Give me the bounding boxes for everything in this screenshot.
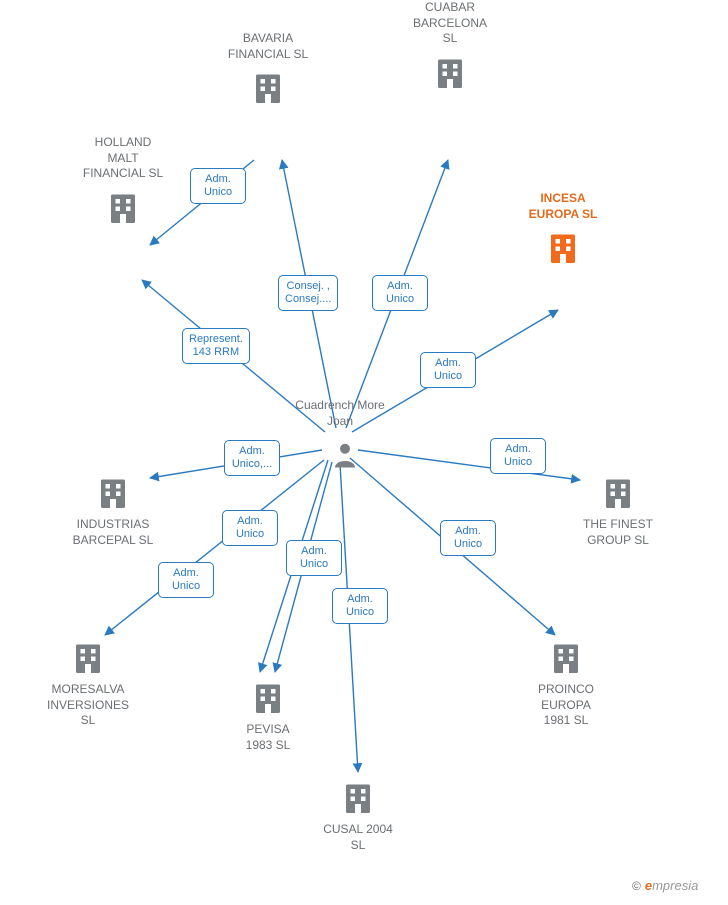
company-label: INDUSTRIAS BARCEPAL SL bbox=[53, 517, 173, 548]
building-icon bbox=[346, 785, 370, 814]
edge-label: Adm. Unico,... bbox=[224, 440, 280, 476]
company-node: INDUSTRIAS BARCEPAL SL bbox=[53, 513, 173, 548]
building-icon bbox=[438, 60, 462, 89]
edge-label: Adm. Unico bbox=[286, 540, 342, 576]
edge-label: Adm. Unico bbox=[190, 168, 246, 204]
company-node: CUSAL 2004 SL bbox=[298, 818, 418, 853]
center-person-label: Cuadrench More Joan bbox=[290, 398, 390, 429]
edge-label: Adm. Unico bbox=[420, 352, 476, 388]
edge-label: Adm. Unico bbox=[158, 562, 214, 598]
company-node: MORESALVA INVERSIONES SL bbox=[28, 678, 148, 729]
building-icon bbox=[111, 195, 135, 224]
building-icon bbox=[554, 645, 578, 674]
edge-label: Adm. Unico bbox=[222, 510, 278, 546]
person-icon bbox=[335, 444, 355, 468]
company-label: PEVISA 1983 SL bbox=[208, 722, 328, 753]
company-node: BAVARIA FINANCIAL SL bbox=[208, 31, 328, 66]
company-label: THE FINEST GROUP SL bbox=[558, 517, 678, 548]
company-label: BAVARIA FINANCIAL SL bbox=[208, 31, 328, 62]
edge-label: Represent. 143 RRM bbox=[182, 328, 250, 364]
edge-line bbox=[358, 450, 580, 480]
company-node: THE FINEST GROUP SL bbox=[558, 513, 678, 548]
building-icon bbox=[101, 480, 125, 509]
company-label: PROINCO EUROPA 1981 SL bbox=[506, 682, 626, 729]
company-label: MORESALVA INVERSIONES SL bbox=[28, 682, 148, 729]
edge-label: Adm. Unico bbox=[440, 520, 496, 556]
edge-label: Adm. Unico bbox=[490, 438, 546, 474]
company-node: PROINCO EUROPA 1981 SL bbox=[506, 678, 626, 729]
copyright-symbol: © bbox=[632, 879, 641, 893]
building-icon bbox=[256, 75, 280, 104]
company-node: CUABAR BARCELONA SL bbox=[390, 0, 510, 51]
company-node: HOLLAND MALT FINANCIAL SL bbox=[63, 135, 183, 186]
building-icon bbox=[256, 685, 280, 714]
building-icon bbox=[76, 645, 100, 674]
edge-label: Adm. Unico bbox=[372, 275, 428, 311]
company-node: INCESA EUROPA SL bbox=[503, 191, 623, 226]
copyright: © empresia bbox=[632, 878, 698, 893]
company-node: PEVISA 1983 SL bbox=[208, 718, 328, 753]
company-label: HOLLAND MALT FINANCIAL SL bbox=[63, 135, 183, 182]
edge-label: Consej. , Consej.... bbox=[278, 275, 338, 311]
company-label: INCESA EUROPA SL bbox=[503, 191, 623, 222]
brand-logo: empresia bbox=[645, 878, 698, 893]
building-icon bbox=[606, 480, 630, 509]
company-label: CUSAL 2004 SL bbox=[298, 822, 418, 853]
center-person-text: Cuadrench More Joan bbox=[295, 398, 384, 428]
edge-label: Adm. Unico bbox=[332, 588, 388, 624]
company-label: CUABAR BARCELONA SL bbox=[390, 0, 510, 47]
building-icon bbox=[551, 235, 575, 264]
